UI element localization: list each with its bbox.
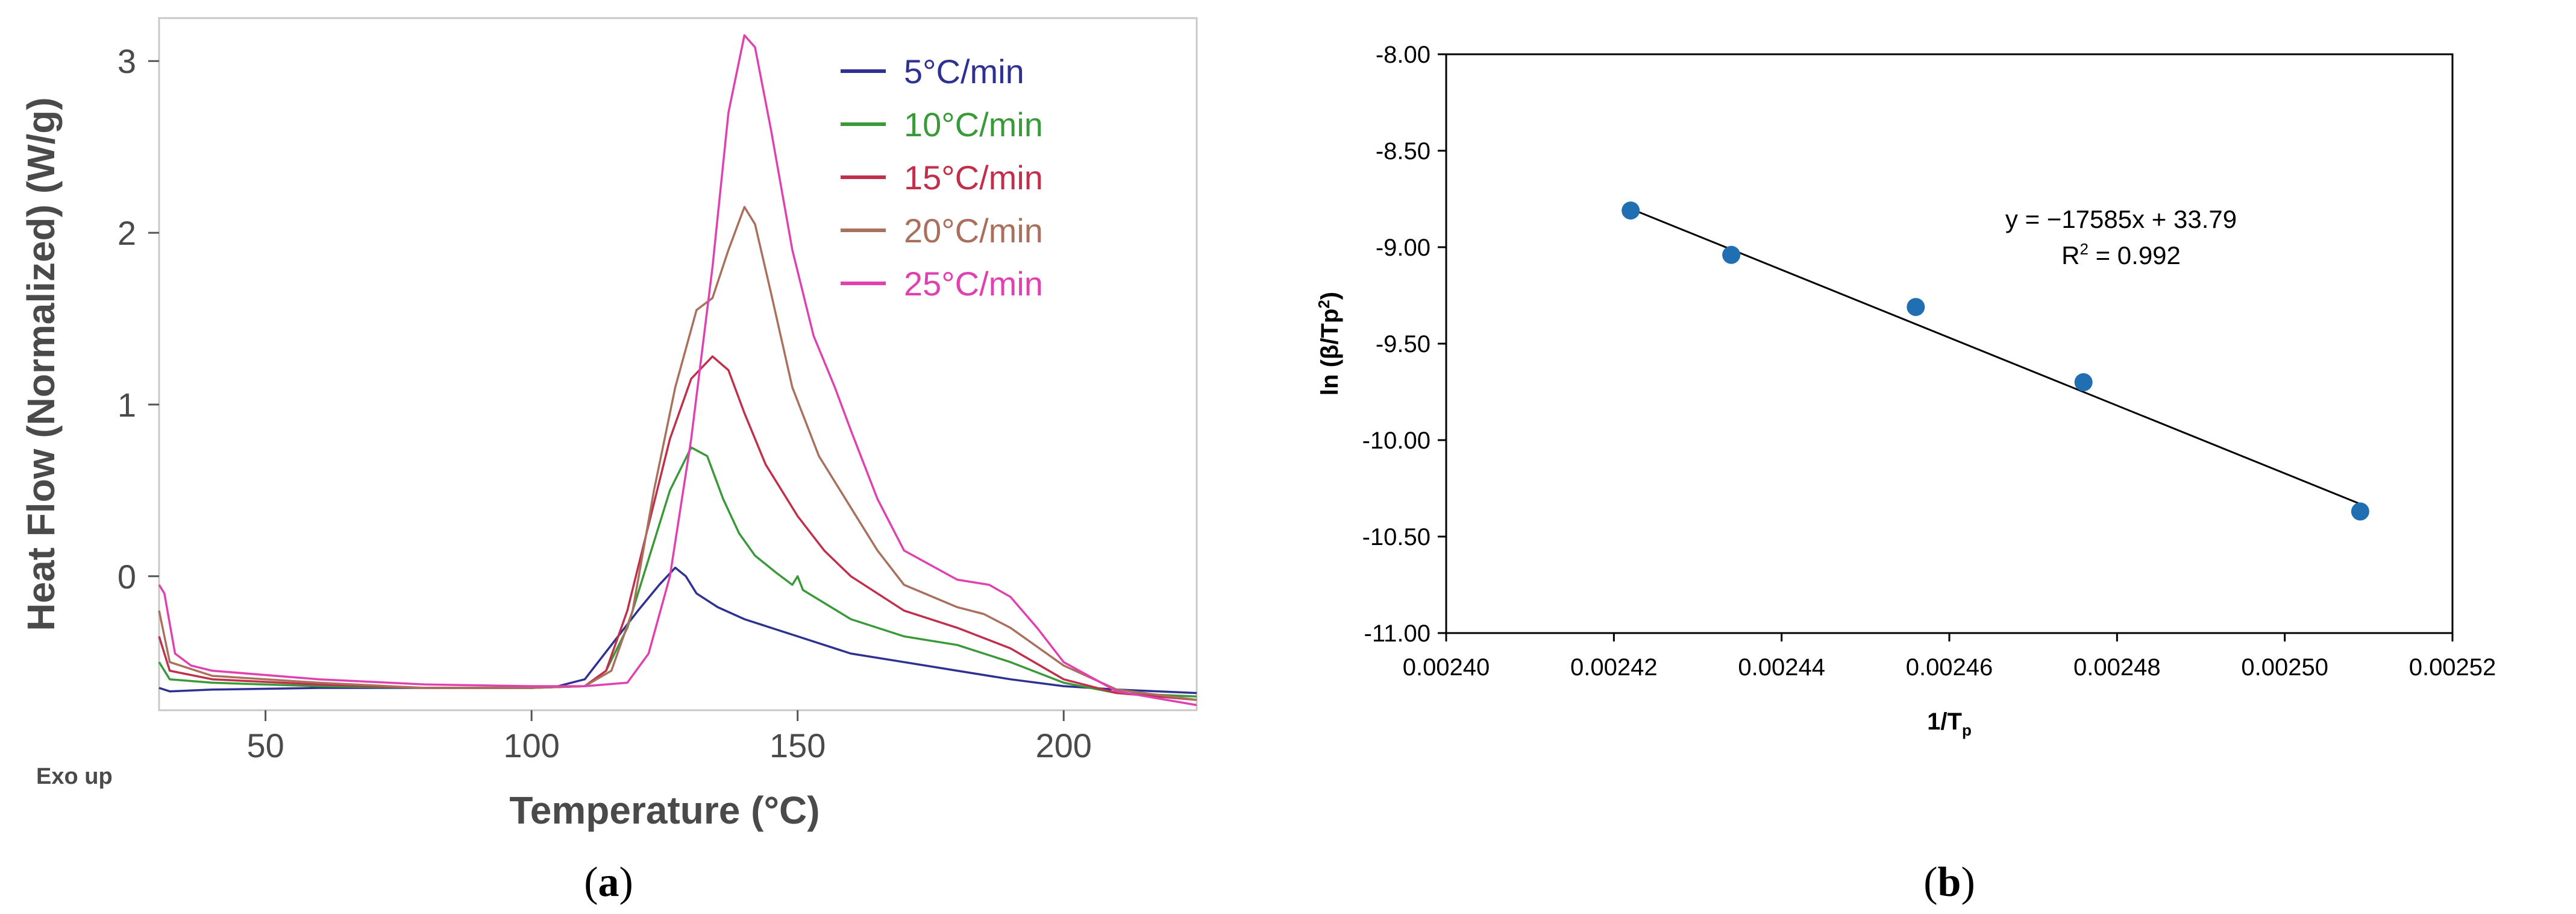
panel-a-series-group [158, 34, 1197, 707]
panel-b-xlabel-main: 1/T [1927, 708, 1962, 735]
panel-b-r2-sup: 2 [2079, 240, 2088, 258]
panel-a-label-close: ) [619, 859, 633, 906]
panel-a-x-tick-label: 200 [1036, 726, 1092, 764]
panel-a-dsc-chart: 50 100 150 200 0 1 2 3 5°C/min 10°C/min 15°C/min 2… [19, 17, 1198, 906]
panel-b-r2-value: = 0.992 [2089, 241, 2181, 269]
panel-a-y-tick-label: 0 [118, 558, 136, 596]
panel-a-y-tick-label: 1 [118, 386, 136, 424]
panel-b-data-point [1907, 298, 1925, 317]
panel-b-x-tick-label: 0.00244 [1738, 654, 1825, 681]
panel-b-y-tick-label: -9.50 [1376, 331, 1431, 358]
panel-a-x-tick-label: 50 [246, 726, 284, 764]
panel-b-ylabel-sup: 2 [1315, 300, 1333, 308]
panel-b-axes: 0.00240 0.00242 0.00244 0.00246 0.00248 0.002… [1362, 42, 2496, 681]
panel-a-series-line-4 [158, 206, 1197, 701]
panel-a-legend-label: 20°C/min [904, 212, 1043, 250]
panel-b-equation: y = −17585x + 33.79 [2005, 205, 2237, 233]
panel-a-y-tick-label: 2 [118, 214, 136, 252]
panel-a-exo-up-note: Exo up [36, 764, 113, 789]
panel-b-x-tick-label: 0.00248 [2073, 654, 2161, 681]
panel-a-y-tick-label: 3 [118, 42, 136, 80]
panel-b-trendline-group [1630, 207, 2361, 505]
panel-b-label-close: ) [1961, 859, 1975, 906]
panel-b-y-tick-label: -9.00 [1376, 235, 1431, 261]
panel-b-x-tick-label: 0.00246 [1906, 654, 1993, 681]
panel-b-label-open: ( [1923, 859, 1937, 906]
panel-a-x-tick-label: 100 [503, 726, 559, 764]
panel-b-r2-main: R [2061, 241, 2079, 269]
panel-a-legend-label: 25°C/min [904, 265, 1043, 303]
panel-a-legend: 5°C/min 10°C/min 15°C/min 20°C/min 25°C/min [841, 52, 1043, 303]
panel-b-y-axis-label: ln (β/Tp2) [1315, 292, 1343, 396]
panel-b-trendline [1630, 207, 2361, 505]
panel-a-series-line-5 [158, 34, 1197, 707]
panel-b-plot-frame [1445, 53, 2454, 634]
panel-b-y-tick-label: -8.50 [1376, 138, 1431, 165]
panel-a-label-open: ( [584, 859, 598, 906]
panel-b-data-point [1622, 201, 1640, 220]
panel-b-x-tick-label: 0.00250 [2241, 654, 2328, 681]
panel-b-x-tick-label: 0.00252 [2409, 654, 2496, 681]
panel-b-label-letter: b [1938, 859, 1961, 906]
panel-b-points-group [1622, 201, 2369, 521]
panel-a-x-tick-label: 150 [769, 726, 826, 764]
panel-b-label: (b) [1923, 859, 1975, 906]
panel-a-label: (a) [584, 859, 633, 906]
panel-b-y-tick-label: -10.00 [1362, 427, 1431, 454]
panel-a-plot-frame [158, 17, 1198, 711]
panel-a-legend-label: 5°C/min [904, 52, 1024, 90]
panel-b-x-tick-label: 0.00242 [1570, 654, 1658, 681]
panel-a-x-axis-label: Temperature (°C) [509, 789, 819, 832]
panel-b-data-point [1722, 245, 1741, 264]
panel-a-legend-label: 10°C/min [904, 106, 1043, 143]
panel-b-ylabel-main: ln (β/Tp [1317, 309, 1343, 396]
panel-b-xlabel-sub: p [1962, 721, 1972, 739]
panel-a-label-letter: a [598, 859, 619, 906]
panel-b-x-tick-label: 0.00240 [1403, 654, 1490, 681]
panel-a-legend-label: 15°C/min [904, 159, 1043, 197]
panel-b-ylabel-end: ) [1317, 292, 1343, 300]
panel-b-y-tick-label: -10.50 [1362, 524, 1431, 550]
panel-b-data-point [2351, 502, 2369, 521]
panel-b-y-tick-label: -8.00 [1376, 42, 1431, 68]
panel-b-data-point [2074, 373, 2093, 391]
panel-b-y-tick-label: -11.00 [1364, 620, 1431, 647]
panel-b-r-squared: R2 = 0.992 [2061, 240, 2181, 269]
panel-a-axes: 50 100 150 200 0 1 2 3 [118, 42, 1092, 764]
panel-b-x-axis-label: 1/Tp [1927, 708, 1972, 739]
panel-b-kissinger-plot: 0.00240 0.00242 0.00244 0.00246 0.00248 0.002… [1315, 42, 2496, 906]
panel-a-y-axis-label: Heat Flow (Normalized) (W/g) [19, 97, 63, 631]
